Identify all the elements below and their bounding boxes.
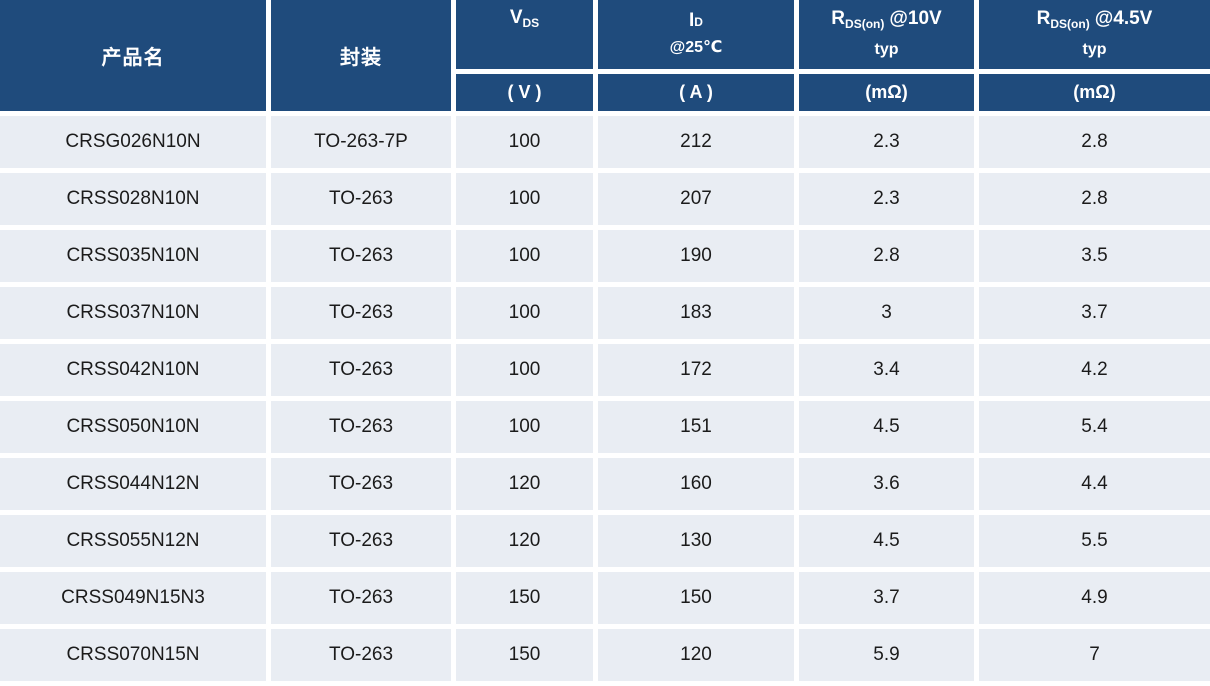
cell-id: 183 bbox=[598, 287, 794, 339]
cell-product-name: CRSS035N10N bbox=[0, 230, 266, 282]
rds10-condition: @10V bbox=[889, 8, 942, 29]
cell-package: TO-263 bbox=[271, 629, 451, 681]
cell-package: TO-263 bbox=[271, 572, 451, 624]
table-row: CRSS035N10N TO-263 100 190 2.8 3.5 bbox=[0, 230, 1210, 282]
cell-rds-4v5: 4.4 bbox=[979, 458, 1210, 510]
cell-product-name: CRSG026N10N bbox=[0, 116, 266, 168]
id-condition: @25℃ bbox=[669, 39, 723, 56]
rds10-qualifier: typ bbox=[874, 41, 899, 58]
cell-vds: 100 bbox=[456, 401, 593, 453]
unit-rds-4v5: (mΩ) bbox=[979, 74, 1210, 111]
cell-vds: 100 bbox=[456, 344, 593, 396]
cell-id: 172 bbox=[598, 344, 794, 396]
cell-rds-4v5: 5.4 bbox=[979, 401, 1210, 453]
cell-vds: 150 bbox=[456, 629, 593, 681]
rds45-condition: @4.5V bbox=[1094, 8, 1153, 29]
cell-package: TO-263 bbox=[271, 287, 451, 339]
cell-rds-4v5: 2.8 bbox=[979, 116, 1210, 168]
cell-id: 212 bbox=[598, 116, 794, 168]
cell-rds-4v5: 4.2 bbox=[979, 344, 1210, 396]
cell-id: 207 bbox=[598, 173, 794, 225]
column-header-rds-4v5: RDS(on) @4.5V typ bbox=[979, 0, 1210, 69]
unit-vds: ( V ) bbox=[456, 74, 593, 111]
cell-id: 120 bbox=[598, 629, 794, 681]
cell-rds-10v: 3.7 bbox=[799, 572, 974, 624]
table-header: 产品名 封装 VDS ID @25℃ RDS(on) @10V typ RDS(o… bbox=[0, 0, 1210, 111]
vds-subscript: DS bbox=[522, 16, 540, 30]
cell-product-name: CRSS042N10N bbox=[0, 344, 266, 396]
rds10-symbol: R bbox=[831, 8, 846, 29]
rds10-subscript: DS(on) bbox=[845, 17, 885, 31]
cell-package: TO-263 bbox=[271, 344, 451, 396]
cell-package: TO-263 bbox=[271, 515, 451, 567]
cell-rds-10v: 4.5 bbox=[799, 515, 974, 567]
table-row: CRSS050N10N TO-263 100 151 4.5 5.4 bbox=[0, 401, 1210, 453]
table-row: CRSS049N15N3 TO-263 150 150 3.7 4.9 bbox=[0, 572, 1210, 624]
cell-product-name: CRSS049N15N3 bbox=[0, 572, 266, 624]
column-header-vds: VDS bbox=[456, 0, 593, 69]
cell-product-name: CRSS028N10N bbox=[0, 173, 266, 225]
id-symbol: I bbox=[689, 10, 695, 31]
cell-vds: 100 bbox=[456, 287, 593, 339]
cell-vds: 100 bbox=[456, 173, 593, 225]
column-header-id: ID @25℃ bbox=[598, 0, 794, 69]
cell-product-name: CRSS037N10N bbox=[0, 287, 266, 339]
cell-rds-4v5: 3.5 bbox=[979, 230, 1210, 282]
cell-package: TO-263 bbox=[271, 458, 451, 510]
vds-symbol: V bbox=[509, 7, 523, 28]
cell-package: TO-263 bbox=[271, 401, 451, 453]
unit-id: ( A ) bbox=[598, 74, 794, 111]
rds45-symbol: R bbox=[1036, 8, 1051, 29]
cell-rds-4v5: 5.5 bbox=[979, 515, 1210, 567]
cell-vds: 120 bbox=[456, 515, 593, 567]
table-row: CRSS028N10N TO-263 100 207 2.3 2.8 bbox=[0, 173, 1210, 225]
cell-product-name: CRSS070N15N bbox=[0, 629, 266, 681]
cell-rds-10v: 4.5 bbox=[799, 401, 974, 453]
cell-id: 130 bbox=[598, 515, 794, 567]
cell-package: TO-263 bbox=[271, 230, 451, 282]
table-row: CRSS055N12N TO-263 120 130 4.5 5.5 bbox=[0, 515, 1210, 567]
column-header-package: 封装 bbox=[271, 0, 451, 111]
cell-id: 160 bbox=[598, 458, 794, 510]
cell-rds-4v5: 4.9 bbox=[979, 572, 1210, 624]
table-row: CRSG026N10N TO-263-7P 100 212 2.3 2.8 bbox=[0, 116, 1210, 168]
table-body: CRSG026N10N TO-263-7P 100 212 2.3 2.8 CR… bbox=[0, 116, 1210, 681]
cell-rds-10v: 2.8 bbox=[799, 230, 974, 282]
table-row: CRSS037N10N TO-263 100 183 3 3.7 bbox=[0, 287, 1210, 339]
cell-product-name: CRSS055N12N bbox=[0, 515, 266, 567]
cell-vds: 100 bbox=[456, 116, 593, 168]
cell-vds: 100 bbox=[456, 230, 593, 282]
cell-rds-10v: 3.4 bbox=[799, 344, 974, 396]
table-row: CRSS070N15N TO-263 150 120 5.9 7 bbox=[0, 629, 1210, 681]
cell-product-name: CRSS044N12N bbox=[0, 458, 266, 510]
cell-rds-10v: 3 bbox=[799, 287, 974, 339]
cell-id: 150 bbox=[598, 572, 794, 624]
column-header-rds-10v: RDS(on) @10V typ bbox=[799, 0, 974, 69]
table-row: CRSS042N10N TO-263 100 172 3.4 4.2 bbox=[0, 344, 1210, 396]
cell-rds-4v5: 3.7 bbox=[979, 287, 1210, 339]
cell-id: 151 bbox=[598, 401, 794, 453]
cell-rds-10v: 5.9 bbox=[799, 629, 974, 681]
cell-vds: 120 bbox=[456, 458, 593, 510]
rds45-qualifier: typ bbox=[1082, 41, 1107, 58]
cell-rds-4v5: 2.8 bbox=[979, 173, 1210, 225]
table-row: CRSS044N12N TO-263 120 160 3.6 4.4 bbox=[0, 458, 1210, 510]
cell-id: 190 bbox=[598, 230, 794, 282]
cell-rds-10v: 3.6 bbox=[799, 458, 974, 510]
cell-rds-4v5: 7 bbox=[979, 629, 1210, 681]
rds45-subscript: DS(on) bbox=[1050, 17, 1090, 31]
cell-rds-10v: 2.3 bbox=[799, 173, 974, 225]
cell-package: TO-263 bbox=[271, 173, 451, 225]
unit-rds-10v: (mΩ) bbox=[799, 74, 974, 111]
cell-product-name: CRSS050N10N bbox=[0, 401, 266, 453]
cell-rds-10v: 2.3 bbox=[799, 116, 974, 168]
id-subscript: D bbox=[694, 15, 703, 29]
cell-vds: 150 bbox=[456, 572, 593, 624]
cell-package: TO-263-7P bbox=[271, 116, 451, 168]
column-header-product-name: 产品名 bbox=[0, 0, 266, 111]
